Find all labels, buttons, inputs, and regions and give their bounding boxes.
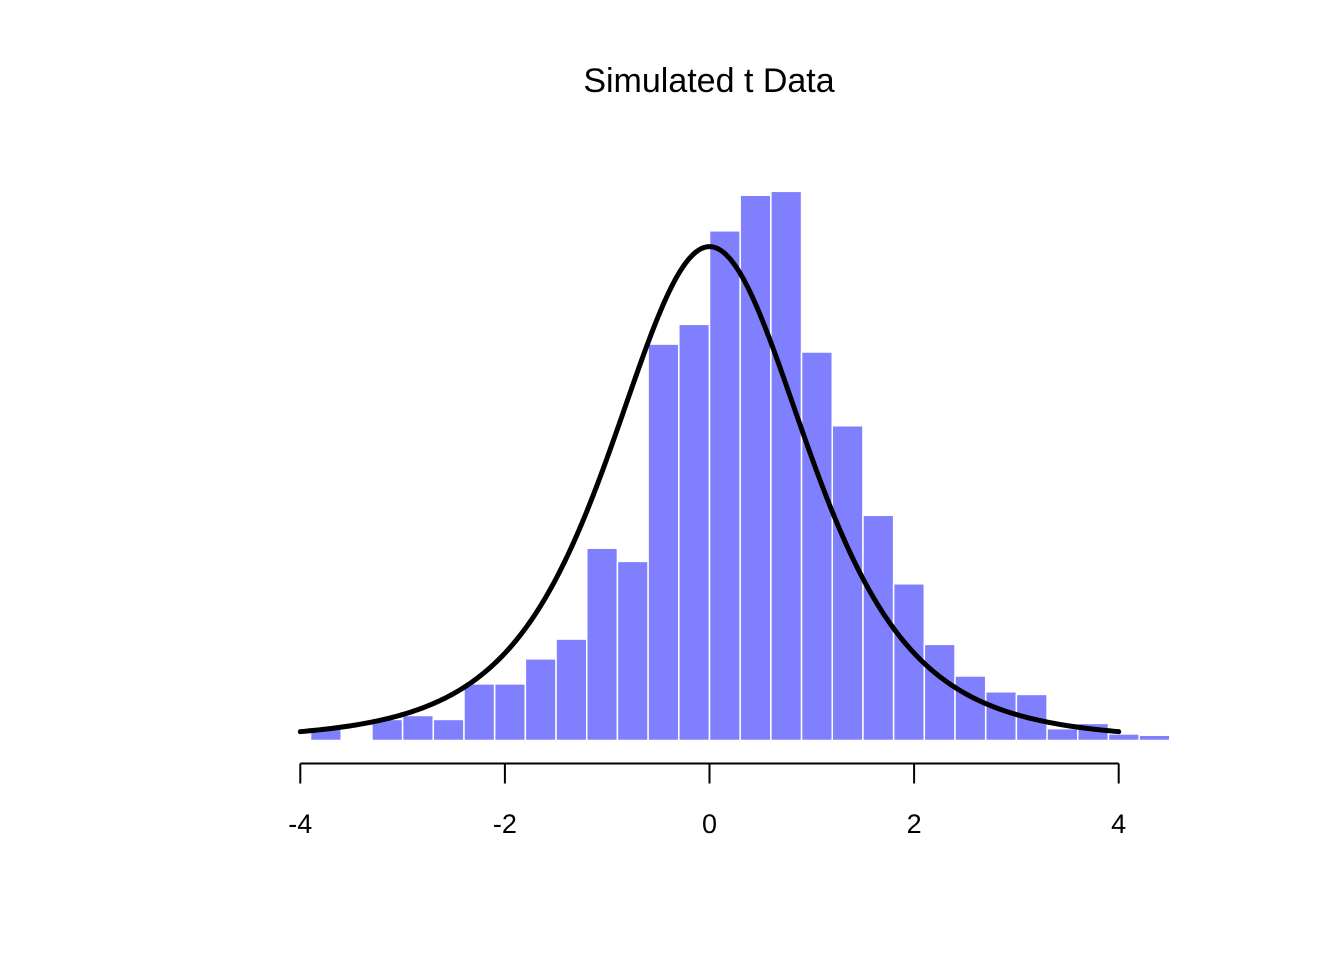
density-curve [297,244,1122,735]
histogram-bar [800,351,834,742]
histogram-bar [1169,738,1202,742]
histogram-bar [585,547,619,742]
histogram-bar [770,190,803,742]
histogram-bar [432,718,465,742]
chart-title: Simulated t Data [583,62,834,100]
histogram-bar [831,424,864,742]
histogram-bar [616,560,649,742]
x-tick-label: -4 [288,809,312,839]
histogram-bar [1046,727,1079,742]
histogram-bar [1199,738,1232,742]
histogram-bar [678,323,711,742]
histogram-bar [524,658,557,742]
histogram-bar [493,683,527,742]
histogram-bar [984,691,1018,742]
histogram-bar [1107,733,1140,742]
histogram-bar [156,738,189,742]
histogram-bar [954,675,987,742]
histogram-bar [401,714,435,742]
x-tick-label: 0 [702,809,717,839]
x-tick-label: 2 [907,809,922,839]
histogram-bar [555,638,588,742]
x-tick-label: -2 [493,809,517,839]
histogram-bar [647,343,680,742]
histogram-bar [463,683,496,742]
histogram-bar [1230,738,1263,742]
density-curve-group [297,244,1122,735]
histogram-bar [862,514,895,742]
histogram-bar [923,643,956,742]
x-axis: -4 -2 0 2 4 [288,762,1126,839]
histogram-bar [340,738,373,742]
histogram-bar [1261,738,1294,742]
bars-group [156,190,1294,742]
histogram-bar [1138,734,1171,742]
x-tick-label: 4 [1111,809,1126,839]
histogram-bar [708,230,741,742]
